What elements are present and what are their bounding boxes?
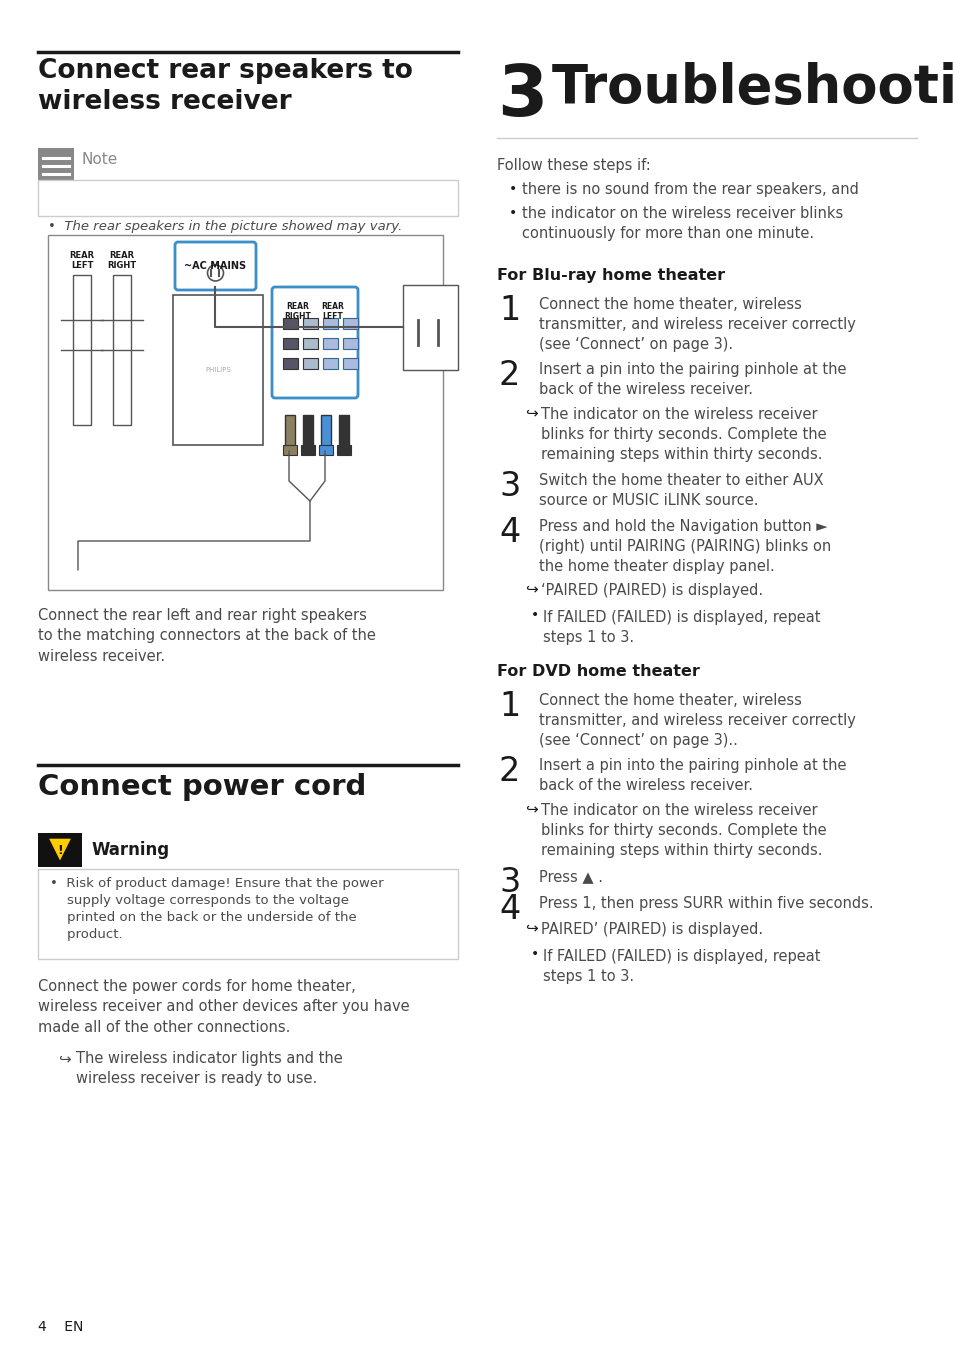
Text: •: • bbox=[531, 946, 538, 961]
Bar bbox=[38, 180, 457, 216]
Bar bbox=[320, 414, 331, 450]
Text: ↪: ↪ bbox=[58, 1052, 71, 1066]
Bar bbox=[336, 446, 351, 455]
Text: Troubleshooting: Troubleshooting bbox=[552, 62, 953, 113]
Bar bbox=[285, 414, 294, 450]
Text: there is no sound from the rear speakers, and: there is no sound from the rear speakers… bbox=[521, 182, 858, 197]
Bar bbox=[323, 338, 337, 350]
Bar bbox=[112, 275, 131, 425]
Bar bbox=[301, 446, 314, 455]
Text: Follow these steps if:: Follow these steps if: bbox=[497, 158, 650, 173]
Bar bbox=[343, 358, 357, 369]
Text: Connect power cord: Connect power cord bbox=[38, 774, 366, 801]
Text: ↪: ↪ bbox=[524, 405, 537, 420]
Polygon shape bbox=[48, 838, 71, 863]
Text: PHILIPS: PHILIPS bbox=[205, 367, 231, 373]
Text: 3: 3 bbox=[498, 470, 519, 504]
Bar bbox=[303, 358, 317, 369]
Text: Insert a pin into the pairing pinhole at the
back of the wireless receiver.: Insert a pin into the pairing pinhole at… bbox=[538, 757, 845, 792]
Text: Press 1, then press SURR within five seconds.: Press 1, then press SURR within five sec… bbox=[538, 896, 873, 911]
Text: Connect the home theater, wireless
transmitter, and wireless receiver correctly
: Connect the home theater, wireless trans… bbox=[538, 693, 855, 748]
Text: 3: 3 bbox=[498, 865, 519, 899]
Text: REAR
LEFT: REAR LEFT bbox=[321, 302, 344, 321]
Bar bbox=[343, 338, 357, 350]
Text: The wireless indicator lights and the
wireless receiver is ready to use.: The wireless indicator lights and the wi… bbox=[76, 1052, 342, 1085]
Text: If FAILED (FAILED) is displayed, repeat
steps 1 to 3.: If FAILED (FAILED) is displayed, repeat … bbox=[542, 610, 820, 645]
Bar bbox=[338, 414, 349, 450]
Text: REAR
RIGHT: REAR RIGHT bbox=[108, 251, 136, 270]
Bar bbox=[318, 446, 333, 455]
Bar bbox=[283, 358, 297, 369]
Bar bbox=[323, 319, 337, 329]
Text: 2: 2 bbox=[498, 755, 519, 788]
Text: Connect the rear left and rear right speakers
to the matching connectors at the : Connect the rear left and rear right spe… bbox=[38, 608, 375, 664]
Text: 3: 3 bbox=[497, 62, 547, 131]
Bar bbox=[283, 319, 297, 329]
Bar bbox=[283, 338, 297, 350]
Bar bbox=[343, 319, 357, 329]
Text: •: • bbox=[509, 182, 517, 196]
Text: •  Risk of product damage! Ensure that the power
    supply voltage corresponds : • Risk of product damage! Ensure that th… bbox=[50, 878, 383, 941]
Bar bbox=[323, 358, 337, 369]
Bar bbox=[303, 414, 313, 450]
Text: •: • bbox=[509, 207, 517, 220]
Bar bbox=[38, 869, 457, 958]
Text: 4: 4 bbox=[498, 892, 519, 926]
Text: Switch the home theater to either AUX
source or MUSIC iLINK source.: Switch the home theater to either AUX so… bbox=[538, 472, 822, 508]
Text: Connect rear speakers to
wireless receiver: Connect rear speakers to wireless receiv… bbox=[38, 58, 413, 115]
Text: 1: 1 bbox=[498, 294, 519, 327]
Text: ↪: ↪ bbox=[524, 580, 537, 595]
Circle shape bbox=[208, 265, 223, 281]
Text: Note: Note bbox=[82, 153, 118, 167]
Text: If FAILED (FAILED) is displayed, repeat
steps 1 to 3.: If FAILED (FAILED) is displayed, repeat … bbox=[542, 949, 820, 984]
Bar bbox=[303, 319, 317, 329]
Text: 1: 1 bbox=[498, 690, 519, 724]
Text: •  The rear speakers in the picture showed may vary.: • The rear speakers in the picture showe… bbox=[48, 220, 402, 234]
Text: Press ▲ .: Press ▲ . bbox=[538, 869, 602, 884]
Bar bbox=[303, 338, 317, 350]
Text: The indicator on the wireless receiver
blinks for thirty seconds. Complete the
r: The indicator on the wireless receiver b… bbox=[540, 406, 825, 462]
Bar bbox=[73, 275, 91, 425]
Text: REAR
LEFT: REAR LEFT bbox=[70, 251, 94, 270]
Text: Press and hold the Navigation button ►
(right) until PAIRING (PAIRING) blinks on: Press and hold the Navigation button ► (… bbox=[538, 518, 830, 574]
FancyBboxPatch shape bbox=[174, 242, 255, 290]
Bar bbox=[402, 285, 457, 370]
Text: ↪: ↪ bbox=[524, 919, 537, 936]
Bar bbox=[38, 148, 74, 180]
Text: PAIRED’ (PAIRED) is displayed.: PAIRED’ (PAIRED) is displayed. bbox=[540, 922, 762, 937]
Text: The indicator on the wireless receiver
blinks for thirty seconds. Complete the
r: The indicator on the wireless receiver b… bbox=[540, 803, 825, 857]
Text: !: ! bbox=[57, 844, 63, 856]
Text: Connect the power cords for home theater,
wireless receiver and other devices af: Connect the power cords for home theater… bbox=[38, 979, 409, 1035]
Text: REAR
RIGHT: REAR RIGHT bbox=[284, 302, 311, 321]
Text: •: • bbox=[531, 608, 538, 622]
Text: 4: 4 bbox=[498, 516, 519, 549]
Text: Connect the home theater, wireless
transmitter, and wireless receiver correctly
: Connect the home theater, wireless trans… bbox=[538, 297, 855, 351]
Text: 2: 2 bbox=[498, 359, 519, 392]
Text: the indicator on the wireless receiver blinks
continuously for more than one min: the indicator on the wireless receiver b… bbox=[521, 207, 842, 240]
Bar bbox=[48, 235, 442, 590]
Bar bbox=[283, 446, 296, 455]
FancyBboxPatch shape bbox=[272, 288, 357, 398]
Bar bbox=[172, 296, 263, 446]
Text: For Blu-ray home theater: For Blu-ray home theater bbox=[497, 269, 724, 284]
Text: Warning: Warning bbox=[91, 841, 170, 859]
Text: Insert a pin into the pairing pinhole at the
back of the wireless receiver.: Insert a pin into the pairing pinhole at… bbox=[538, 362, 845, 397]
Text: ↪: ↪ bbox=[524, 801, 537, 815]
Text: For DVD home theater: For DVD home theater bbox=[497, 664, 700, 679]
Bar bbox=[38, 833, 82, 867]
Text: 4    EN: 4 EN bbox=[38, 1320, 83, 1334]
Text: ‘PAIRED (PAIRED) is displayed.: ‘PAIRED (PAIRED) is displayed. bbox=[540, 583, 762, 598]
Text: ~AC MAINS: ~AC MAINS bbox=[184, 261, 246, 271]
